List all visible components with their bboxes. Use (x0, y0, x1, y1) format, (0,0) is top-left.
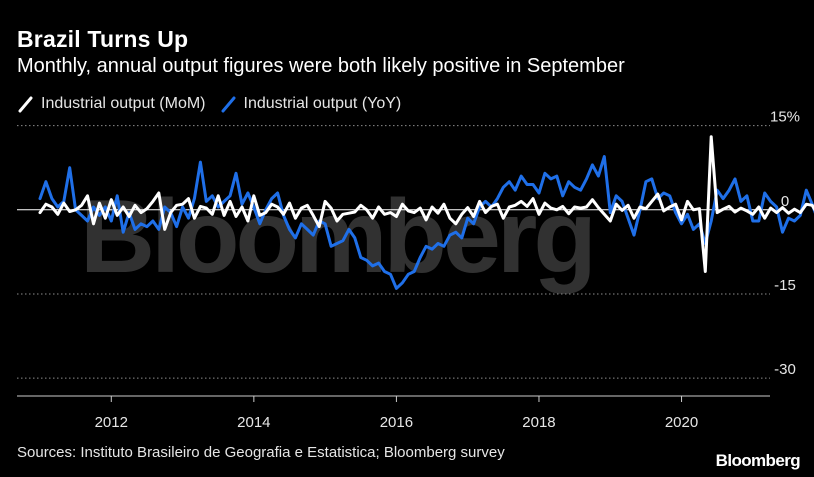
y-tick-label: 15% (770, 109, 800, 126)
legend-label-yoy: Industrial output (YoY) (243, 95, 402, 112)
legend-swatch-mom (18, 96, 33, 113)
series-line-mom (38, 135, 814, 273)
y-tick-label: -30 (774, 361, 796, 378)
x-tick-label: 2018 (522, 414, 555, 431)
legend-item-yoy: Industrial output (YoY) (220, 95, 402, 113)
x-tick-label: 2020 (665, 414, 698, 431)
legend-label-mom: Industrial output (MoM) (41, 95, 206, 112)
chart-title: Brazil Turns Up (17, 26, 189, 52)
source-note: Sources: Instituto Brasileiro de Geograf… (17, 444, 505, 461)
chart-legend: Industrial output (MoM) Industrial outpu… (17, 95, 415, 113)
legend-swatch-yoy (221, 96, 236, 113)
bloomberg-logo: Bloomberg (715, 451, 801, 470)
x-tick-label: 2012 (95, 414, 128, 431)
y-tick-label: -15 (774, 277, 796, 294)
y-tick-label: 0 (781, 193, 789, 210)
legend-item-mom: Industrial output (MoM) (17, 95, 206, 113)
x-tick-label: 2016 (380, 414, 413, 431)
chart-subtitle: Monthly, annual output figures were both… (17, 55, 625, 77)
watermark-text: Bloomberg (80, 179, 593, 295)
x-tick-label: 2014 (237, 414, 270, 431)
